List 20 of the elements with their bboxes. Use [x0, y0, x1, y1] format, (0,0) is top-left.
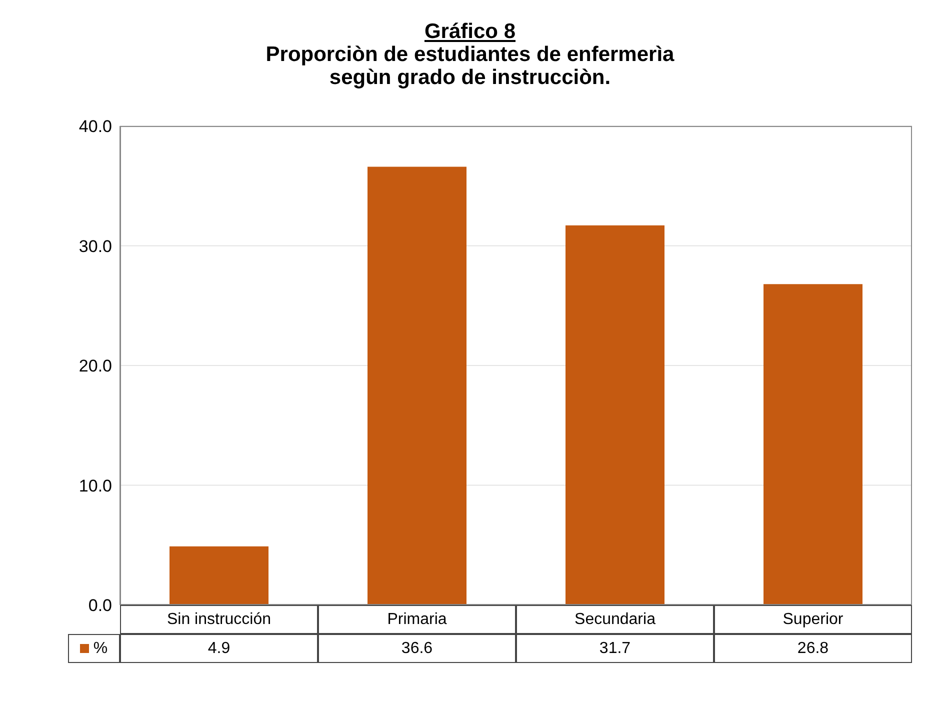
chart-subtitle: Proporciòn de estudiantes de enfermerìa segùn grado de instrucciòn.: [264, 43, 676, 89]
x-tick-label: Superior: [714, 605, 912, 634]
data-label: 31.7: [516, 634, 714, 663]
bar: [170, 546, 268, 605]
x-tick-label: Primaria: [318, 605, 516, 634]
y-tick-label: 20.0: [78, 356, 112, 376]
legend-label: %: [93, 640, 108, 658]
data-label: 4.9: [120, 634, 318, 663]
x-tick-label: Sin instrucción: [120, 605, 318, 634]
bar: [368, 166, 466, 605]
chart-title: Gráfico 8: [423, 20, 517, 43]
y-tick-label: 0.0: [88, 596, 112, 616]
x-tick-label: Secundaria: [516, 605, 714, 634]
y-tick-label: 30.0: [78, 236, 112, 256]
bar: [566, 225, 664, 605]
data-label: 26.8: [714, 634, 912, 663]
y-tick-label: 40.0: [78, 117, 112, 136]
y-tick-label: 10.0: [78, 476, 112, 496]
data-label: 36.6: [318, 634, 516, 663]
bar: [764, 284, 862, 605]
